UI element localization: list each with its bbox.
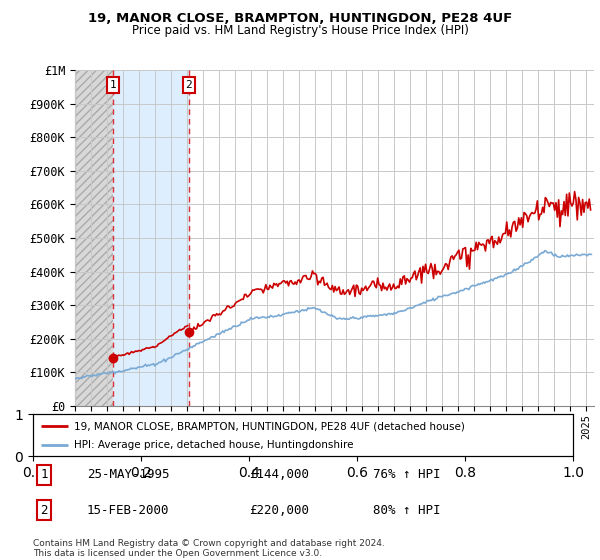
Text: 2: 2 xyxy=(185,80,192,90)
Text: 15-FEB-2000: 15-FEB-2000 xyxy=(87,503,170,516)
Text: HPI: Average price, detached house, Huntingdonshire: HPI: Average price, detached house, Hunt… xyxy=(74,440,353,450)
Text: £144,000: £144,000 xyxy=(249,468,309,481)
Text: 1: 1 xyxy=(40,468,47,481)
Text: 2: 2 xyxy=(40,503,47,516)
Text: 80% ↑ HPI: 80% ↑ HPI xyxy=(373,503,440,516)
Text: 1: 1 xyxy=(110,80,116,90)
Bar xyxy=(75,70,113,406)
Text: Price paid vs. HM Land Registry's House Price Index (HPI): Price paid vs. HM Land Registry's House … xyxy=(131,24,469,36)
Bar xyxy=(75,70,113,406)
Text: 25-MAY-1995: 25-MAY-1995 xyxy=(87,468,170,481)
Text: 19, MANOR CLOSE, BRAMPTON, HUNTINGDON, PE28 4UF: 19, MANOR CLOSE, BRAMPTON, HUNTINGDON, P… xyxy=(88,12,512,25)
Bar xyxy=(113,70,189,406)
Text: £220,000: £220,000 xyxy=(249,503,309,516)
Text: 76% ↑ HPI: 76% ↑ HPI xyxy=(373,468,440,481)
Text: 19, MANOR CLOSE, BRAMPTON, HUNTINGDON, PE28 4UF (detached house): 19, MANOR CLOSE, BRAMPTON, HUNTINGDON, P… xyxy=(74,421,464,431)
Text: Contains HM Land Registry data © Crown copyright and database right 2024.
This d: Contains HM Land Registry data © Crown c… xyxy=(33,539,385,558)
